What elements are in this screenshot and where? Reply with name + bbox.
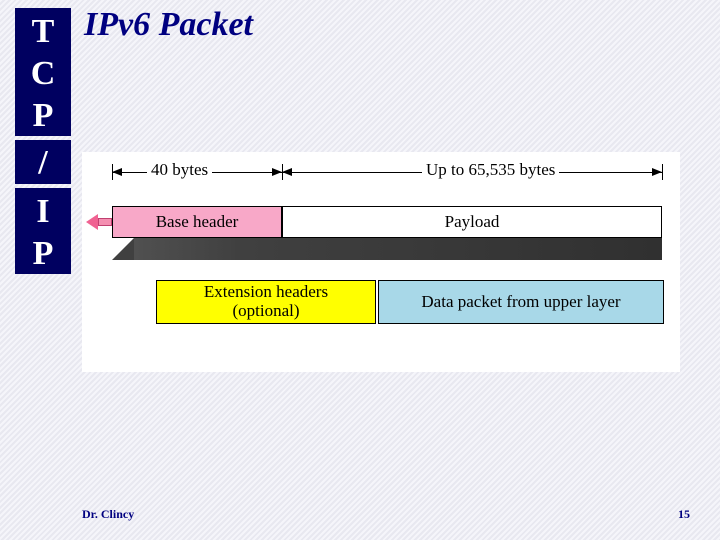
- arrow-left-icon: [112, 168, 122, 176]
- dim-label-payload: Up to 65,535 bytes: [422, 160, 559, 180]
- sidebar-letter: C: [16, 53, 70, 95]
- sidebar-slash: /: [15, 140, 71, 184]
- extension-headers-box: Extension headers(optional): [156, 280, 376, 324]
- base-header-box: Base header: [112, 206, 282, 238]
- arrow-right-icon: [652, 168, 662, 176]
- footer-author: Dr. Clincy: [82, 507, 134, 522]
- sidebar-tcp-ip: T C P / I P: [15, 8, 71, 274]
- packet-diagram: 40 bytes Up to 65,535 bytes Base headerPay…: [82, 152, 680, 372]
- shadow-wedge: [112, 238, 134, 260]
- sidebar-ip: I P: [15, 188, 71, 274]
- pointer-arrow-icon: [86, 214, 98, 230]
- arrow-left-icon: [282, 168, 292, 176]
- sidebar-letter: T: [16, 11, 70, 53]
- arrow-right-icon: [272, 168, 282, 176]
- extension-headers-line1: Extension headers: [204, 283, 328, 302]
- sidebar-letter: P: [16, 233, 70, 275]
- dim-tick: [662, 164, 663, 180]
- dim-label-base: 40 bytes: [147, 160, 212, 180]
- upper-layer-data-box: Data packet from upper layer: [378, 280, 664, 324]
- payload-box: Payload: [282, 206, 662, 238]
- extension-headers-line2: (optional): [232, 302, 299, 321]
- sidebar-letter: I: [16, 191, 70, 233]
- payload-shadow: [134, 238, 662, 260]
- sidebar-letter: P: [16, 95, 70, 137]
- sidebar-tcp: T C P: [15, 8, 71, 136]
- pointer-arrow-shaft: [98, 218, 112, 226]
- page-title: IPv6 Packet: [84, 6, 253, 44]
- footer-page-number: 15: [678, 507, 690, 522]
